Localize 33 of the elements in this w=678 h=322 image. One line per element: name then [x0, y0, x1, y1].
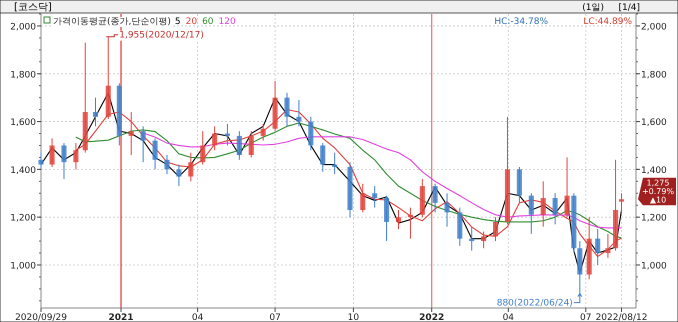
- x-tick-label: 2022: [419, 313, 444, 322]
- text: 5: [174, 17, 181, 27]
- y2-tick-label: 2,000: [641, 22, 668, 32]
- text: [1/4]: [618, 3, 640, 13]
- y-tick-label: 1,800: [10, 70, 36, 80]
- y-tick-label: 1,400: [10, 166, 36, 176]
- text: 120: [218, 17, 236, 27]
- text: 20: [186, 17, 198, 27]
- x-tick-label: 07: [580, 313, 592, 322]
- x-tick-label: 2020/09/29: [15, 313, 68, 322]
- y2-tick-label: 1,400: [641, 166, 668, 176]
- annotation: 880(2022/06/24): [496, 298, 573, 309]
- legend-title: 가격이동평균(종가,단순이평): [53, 17, 171, 27]
- x-tick-label: 10: [348, 313, 360, 322]
- title: [코스닥]: [14, 2, 52, 13]
- x-tick-label: 2022/08/12: [596, 313, 648, 322]
- text: (1일): [582, 3, 604, 13]
- y2-tick-label: 1,200: [641, 214, 668, 224]
- annotation: LC:44.89%: [583, 17, 632, 27]
- y-tick-label: 1,200: [10, 214, 36, 224]
- y-tick-label: 2,000: [10, 22, 36, 32]
- annotation: HC:-34.78%: [494, 17, 548, 27]
- x-tick-label: 07: [269, 313, 281, 322]
- y2-tick-label: 1,000: [641, 261, 668, 272]
- x-tick-label: 04: [192, 313, 204, 322]
- y2-tick-label: 1,800: [641, 70, 668, 80]
- y2-tick-label: 1,600: [641, 118, 668, 128]
- text: 60: [202, 17, 214, 27]
- annotation: 1,955(2020/12/17): [119, 30, 204, 41]
- x-tick-label: 2021: [108, 313, 134, 322]
- y-tick-label: 1,600: [10, 118, 36, 128]
- x-tick-label: 04: [502, 313, 514, 322]
- y-tick-label: 1,000: [10, 261, 36, 272]
